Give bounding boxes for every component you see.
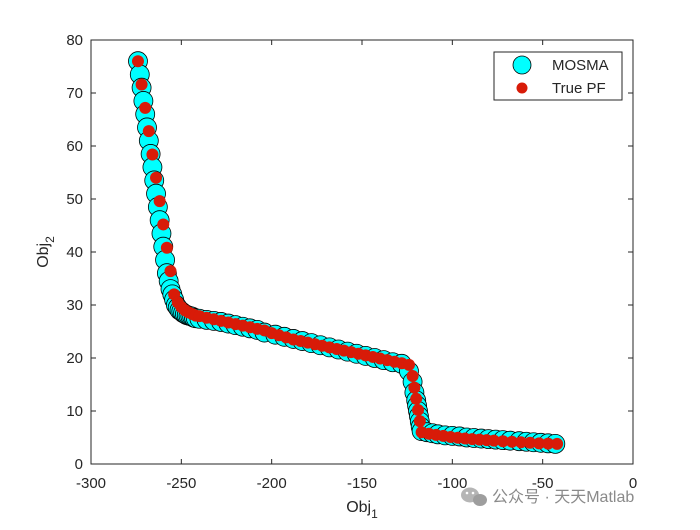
true-pf-point <box>542 437 555 450</box>
true-pf-series <box>131 55 564 450</box>
true-pf-point <box>412 403 425 416</box>
plot-frame <box>90 39 634 465</box>
watermark: 公众号 · 天天Matlab <box>461 487 634 506</box>
x-tick-label: -100 <box>437 475 467 492</box>
true-pf-point <box>551 437 564 450</box>
legend-mosma-marker <box>512 55 532 75</box>
series-layer <box>128 51 566 454</box>
legend-true-pf-label: True PF <box>552 80 606 97</box>
x-axis-label-main: Obj <box>346 499 371 516</box>
wechat-icon <box>461 487 487 506</box>
true-pf-point <box>408 381 421 394</box>
true-pf-point <box>505 435 518 448</box>
y-tick-label: 50 <box>66 191 83 208</box>
true-pf-point <box>410 392 423 405</box>
y-tick-label: 0 <box>75 456 83 473</box>
true-pf-point <box>131 55 144 68</box>
true-pf-point <box>402 358 415 371</box>
watermark-text: 公众号 · 天天Matlab <box>492 488 634 506</box>
x-axis-label: Obj1 <box>346 499 378 521</box>
legend-mosma-label: MOSMA <box>552 57 609 74</box>
true-pf-point <box>157 218 170 231</box>
plot-area <box>91 40 633 464</box>
true-pf-point <box>135 78 148 91</box>
x-axis-label-subscript: 1 <box>371 507 378 521</box>
legend: MOSMA True PF <box>493 51 623 101</box>
true-pf-point <box>150 171 163 184</box>
y-tick-label: 10 <box>66 403 83 420</box>
x-tick-label: 0 <box>629 475 637 492</box>
y-tick-label: 40 <box>66 244 83 261</box>
y-tick-label: 80 <box>66 32 83 49</box>
true-pf-point <box>533 437 546 450</box>
y-axis-label-subscript: 2 <box>43 236 57 243</box>
true-pf-point <box>524 436 537 449</box>
y-tick-label: 70 <box>66 85 83 102</box>
y-axis-ticks: 0 10 20 30 40 50 60 70 80 <box>66 32 633 473</box>
true-pf-point <box>153 195 166 208</box>
y-axis-label-main: Obj <box>35 243 52 268</box>
x-tick-label: -300 <box>76 475 106 492</box>
true-pf-point <box>406 370 419 383</box>
true-pf-point <box>496 435 509 448</box>
x-tick-label: -50 <box>532 475 554 492</box>
x-tick-label: -150 <box>347 475 377 492</box>
true-pf-point <box>139 101 152 114</box>
x-tick-label: -250 <box>166 475 196 492</box>
legend-true-pf-marker <box>516 82 528 94</box>
true-pf-point <box>487 434 500 447</box>
x-tick-label: -200 <box>257 475 287 492</box>
y-tick-label: 20 <box>66 350 83 367</box>
true-pf-point <box>164 265 177 278</box>
y-tick-label: 60 <box>66 138 83 155</box>
true-pf-point <box>413 415 426 428</box>
true-pf-point <box>514 436 527 449</box>
true-pf-point <box>146 148 159 161</box>
y-tick-label: 30 <box>66 297 83 314</box>
true-pf-point <box>142 125 155 138</box>
true-pf-point <box>160 241 173 254</box>
y-axis-label: Obj2 <box>35 236 57 268</box>
